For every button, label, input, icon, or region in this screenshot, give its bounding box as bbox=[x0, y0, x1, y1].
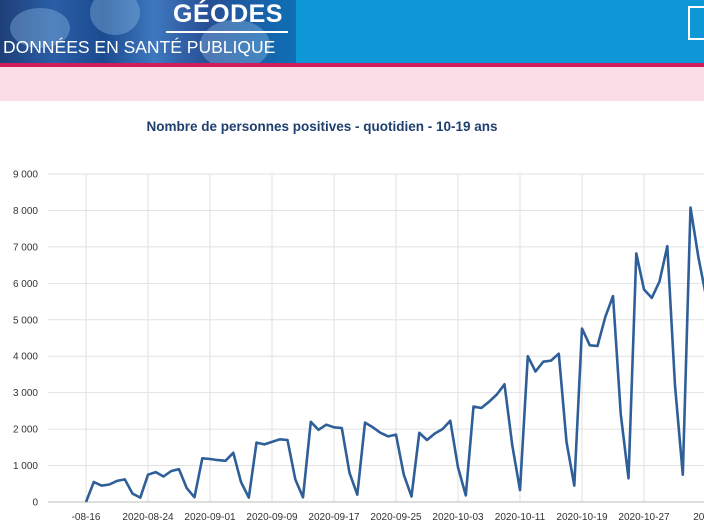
x-tick-label: 2020- bbox=[693, 512, 704, 523]
x-tick-label: 2020-09-01 bbox=[184, 512, 236, 523]
y-tick-label: 1 000 bbox=[13, 461, 38, 472]
toolbar-band bbox=[0, 67, 704, 101]
series-line bbox=[84, 206, 704, 503]
y-tick-label: 8 000 bbox=[13, 206, 38, 217]
x-tick-label: 2020-10-03 bbox=[432, 512, 484, 523]
y-tick-label: 0 bbox=[32, 498, 38, 509]
x-tick-label: 2020-09-25 bbox=[370, 512, 422, 523]
header-menu-button[interactable] bbox=[688, 6, 704, 40]
x-tick-label: 2020-09-09 bbox=[246, 512, 298, 523]
x-tick-label: -08-16 bbox=[72, 512, 101, 523]
y-tick-label: 6 000 bbox=[13, 279, 38, 290]
x-tick-label: 2020-10-27 bbox=[618, 512, 670, 523]
brand-subtitle: DONNÉES EN SANTÉ PUBLIQUE bbox=[3, 37, 276, 57]
y-tick-label: 3 000 bbox=[13, 388, 38, 399]
x-tick-label: 2020-08-24 bbox=[122, 512, 174, 523]
y-tick-label: 5 000 bbox=[13, 315, 38, 326]
header-accent-line bbox=[0, 63, 704, 67]
chart-title: Nombre de personnes positives - quotidie… bbox=[146, 119, 498, 134]
brand-underline bbox=[166, 31, 288, 33]
y-tick-label: 9 000 bbox=[13, 170, 38, 181]
y-tick-label: 2 000 bbox=[13, 425, 38, 436]
brand-title[interactable]: GÉODES bbox=[173, 0, 283, 28]
y-tick-label: 4 000 bbox=[13, 352, 38, 363]
x-tick-label: 2020-09-17 bbox=[308, 512, 360, 523]
line-chart: 0 1 000 2 000 3 000 4 000 5 000 6 000 7 000 8 00… bbox=[13, 170, 704, 523]
x-tick-label: 2020-10-19 bbox=[556, 512, 608, 523]
x-tick-label: 2020-10-11 bbox=[495, 512, 546, 523]
site-header: GÉODES DONNÉES EN SANTÉ PUBLIQUE bbox=[0, 0, 704, 63]
y-tick-label: 7 000 bbox=[13, 242, 38, 253]
